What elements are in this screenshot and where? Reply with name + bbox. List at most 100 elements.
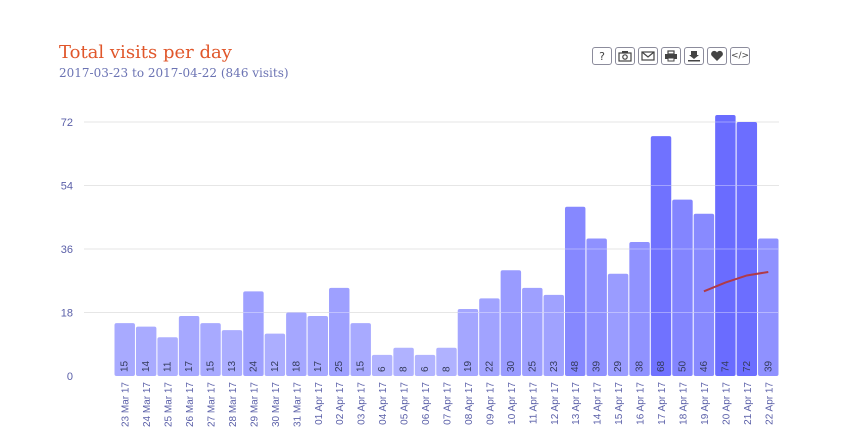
x-tick-label: 04 Apr 17 bbox=[378, 382, 389, 425]
x-tick-label: 13 Apr 17 bbox=[571, 382, 582, 425]
data-label: 19 bbox=[463, 360, 474, 372]
data-label: 18 bbox=[291, 360, 302, 372]
chart-subtitle: 2017-03-23 to 2017-04-22 (846 visits) bbox=[59, 66, 289, 80]
data-label: 15 bbox=[120, 360, 131, 372]
data-label: 50 bbox=[677, 360, 688, 372]
data-label: 48 bbox=[570, 360, 581, 372]
data-label: 14 bbox=[141, 360, 152, 372]
x-tick-label: 27 Mar 17 bbox=[207, 382, 218, 427]
y-tick-label: 54 bbox=[61, 181, 73, 193]
bars bbox=[114, 115, 779, 377]
x-tick-label: 14 Apr 17 bbox=[593, 382, 604, 425]
data-label: 22 bbox=[484, 360, 495, 372]
bar bbox=[736, 122, 758, 377]
x-tick-label: 02 Apr 17 bbox=[335, 382, 346, 425]
bar bbox=[307, 316, 329, 376]
bar bbox=[436, 347, 457, 376]
x-tick-label: 16 Apr 17 bbox=[636, 382, 647, 425]
data-label: 30 bbox=[506, 360, 517, 372]
trend-line bbox=[703, 270, 769, 293]
data-label: 25 bbox=[527, 360, 538, 372]
printer-icon bbox=[665, 50, 677, 62]
bar bbox=[393, 347, 414, 376]
bar bbox=[650, 136, 672, 376]
data-label: 12 bbox=[270, 360, 281, 372]
x-tick-label: 31 Mar 17 bbox=[292, 382, 303, 427]
data-label: 23 bbox=[549, 360, 560, 372]
data-label: 13 bbox=[227, 360, 238, 372]
x-tick-label: 26 Mar 17 bbox=[185, 382, 196, 427]
bar bbox=[114, 323, 135, 376]
download-icon bbox=[688, 51, 700, 62]
bar bbox=[522, 287, 543, 376]
data-label: 8 bbox=[399, 366, 410, 372]
email-button[interactable] bbox=[638, 47, 658, 65]
data-label: 6 bbox=[377, 366, 388, 372]
x-tick-label: 23 Mar 17 bbox=[121, 382, 132, 427]
data-label: 24 bbox=[248, 360, 259, 372]
heart-icon bbox=[711, 50, 723, 61]
bar bbox=[543, 294, 564, 376]
envelope-icon bbox=[641, 51, 655, 61]
x-tick-label: 05 Apr 17 bbox=[400, 382, 411, 425]
bar bbox=[715, 115, 736, 376]
bar bbox=[758, 238, 779, 376]
print-button[interactable] bbox=[661, 47, 681, 65]
x-tick-label: 21 Apr 17 bbox=[743, 382, 754, 425]
x-tick-label: 03 Apr 17 bbox=[357, 382, 368, 425]
x-tick-label: 09 Apr 17 bbox=[485, 382, 496, 425]
data-labels: 15 14 11 17 15 13 24 12 18 17 25 15 6 8 6 8 19 22 30 25 23 48… bbox=[120, 360, 775, 372]
bar bbox=[286, 312, 307, 376]
data-label: 6 bbox=[420, 366, 431, 372]
download-button[interactable] bbox=[684, 47, 704, 65]
data-label: 29 bbox=[613, 360, 624, 372]
chart-title: Total visits per day bbox=[59, 42, 232, 63]
x-tick-label: 11 Apr 17 bbox=[528, 382, 539, 425]
data-label: 39 bbox=[763, 360, 774, 372]
data-label: 74 bbox=[720, 360, 731, 372]
data-label: 25 bbox=[334, 360, 345, 372]
x-tick-label: 08 Apr 17 bbox=[464, 382, 475, 425]
bar bbox=[243, 291, 264, 376]
x-tick-label: 10 Apr 17 bbox=[507, 382, 518, 425]
data-label: 17 bbox=[184, 360, 195, 372]
x-tick-label: 01 Apr 17 bbox=[314, 382, 325, 425]
bar bbox=[200, 323, 221, 376]
data-label: 17 bbox=[313, 360, 324, 372]
trend-line-group bbox=[703, 270, 769, 293]
x-tick-label: 29 Mar 17 bbox=[249, 382, 260, 427]
favorite-button[interactable] bbox=[707, 47, 727, 65]
data-label: 46 bbox=[699, 360, 710, 372]
bar bbox=[329, 287, 350, 376]
bar bbox=[157, 337, 178, 376]
x-tick-label: 18 Apr 17 bbox=[678, 382, 689, 425]
bar bbox=[457, 308, 479, 376]
bar bbox=[178, 316, 200, 376]
x-tick-label: 12 Apr 17 bbox=[550, 382, 561, 425]
bar bbox=[564, 206, 586, 376]
x-tick-label: 22 Apr 17 bbox=[764, 382, 775, 425]
embed-button[interactable]: </> bbox=[730, 47, 750, 65]
x-tick-label: 06 Apr 17 bbox=[421, 382, 432, 425]
bar bbox=[629, 241, 650, 376]
x-tick-label: 15 Apr 17 bbox=[614, 382, 625, 425]
bar bbox=[350, 323, 371, 376]
help-button[interactable]: ? bbox=[592, 47, 612, 65]
y-tick-label: 18 bbox=[61, 308, 73, 320]
x-tick-label: 17 Apr 17 bbox=[657, 382, 668, 425]
data-label: 8 bbox=[442, 366, 453, 372]
data-label: 72 bbox=[742, 360, 753, 372]
bar bbox=[693, 213, 715, 376]
code-icon: </> bbox=[730, 51, 750, 61]
bar bbox=[371, 354, 393, 376]
x-tick-label: 28 Mar 17 bbox=[228, 382, 239, 427]
y-tick-label: 72 bbox=[61, 117, 73, 129]
bar bbox=[479, 298, 500, 376]
bar bbox=[607, 273, 629, 376]
camera-icon bbox=[618, 51, 632, 62]
bar bbox=[586, 238, 607, 376]
camera-button[interactable] bbox=[615, 47, 635, 65]
bar bbox=[672, 199, 693, 376]
x-axis: 23 Mar 17 24 Mar 17 25 Mar 17 26 Mar 17 27 M… bbox=[121, 382, 776, 427]
y-tick-label: 0 bbox=[67, 371, 73, 383]
